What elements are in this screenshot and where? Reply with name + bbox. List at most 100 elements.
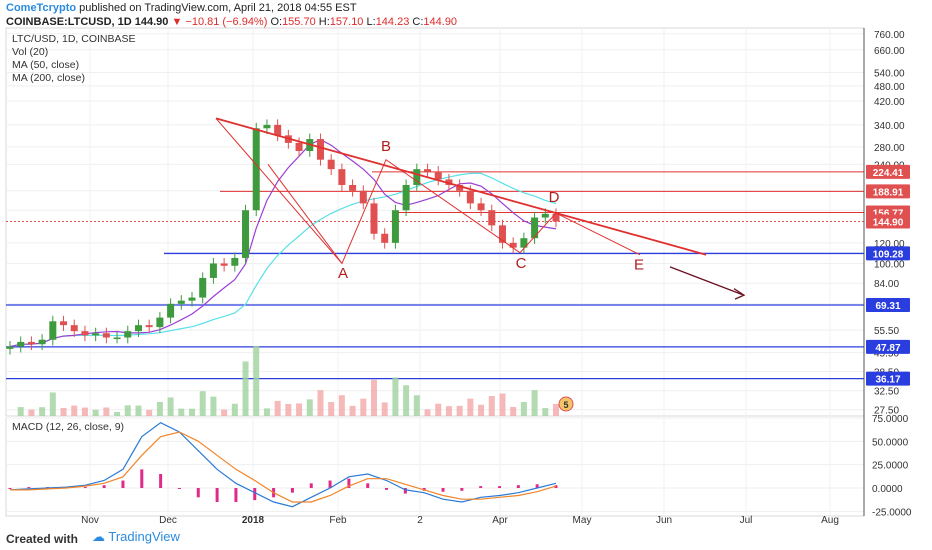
macd-tick-label: 75.0000 bbox=[872, 414, 909, 425]
volume-bar bbox=[210, 396, 217, 416]
price-tag-box bbox=[866, 339, 910, 354]
wave-path bbox=[215, 118, 641, 265]
author-link[interactable]: ComeTcrypto bbox=[6, 2, 77, 14]
macd-panel bbox=[8, 421, 558, 508]
candle-body bbox=[456, 184, 464, 191]
macd-histogram-bar bbox=[102, 485, 106, 488]
candle-body bbox=[552, 213, 560, 222]
volume-bars: 5 bbox=[17, 346, 574, 416]
candle-body bbox=[370, 203, 378, 234]
volume-bar bbox=[39, 407, 46, 416]
macd-histogram-bar bbox=[27, 487, 31, 489]
volume-bar bbox=[60, 407, 67, 416]
candle-body bbox=[274, 124, 282, 136]
last-price: 144.90 bbox=[134, 16, 169, 28]
macd-histogram-bar bbox=[366, 483, 370, 488]
price-tick-label: 340.00 bbox=[874, 121, 905, 132]
wave-label: B bbox=[381, 138, 391, 155]
price-tag-label: 188.91 bbox=[873, 187, 904, 198]
candle-body bbox=[6, 346, 14, 349]
x-tick-label: Feb bbox=[329, 515, 347, 526]
signal-line bbox=[10, 431, 557, 503]
volume-badge bbox=[558, 396, 574, 412]
macd-histogram-bar bbox=[196, 488, 200, 498]
legend-volume: Vol (20) bbox=[12, 46, 49, 58]
volume-bar bbox=[242, 361, 249, 416]
macd-histogram-bar bbox=[516, 485, 520, 488]
wave-label: D bbox=[549, 189, 560, 206]
volume-bar bbox=[467, 398, 474, 416]
candle-body bbox=[231, 257, 239, 266]
volume-bar bbox=[435, 403, 442, 416]
price-tick-label: 280.00 bbox=[874, 143, 905, 154]
price-tag-label: 109.28 bbox=[873, 249, 904, 260]
axes: 760.00 660.00 540.00 480.00 420.00 340.00 280.… bbox=[81, 28, 912, 526]
volume-bar bbox=[146, 409, 153, 416]
close-label: C: bbox=[412, 16, 424, 28]
volume-bar bbox=[103, 407, 110, 416]
price-tag-label: 224.41 bbox=[873, 168, 904, 179]
price-tick-label: 760.00 bbox=[874, 30, 905, 41]
macd-histogram-bar bbox=[460, 488, 464, 491]
volume-bar bbox=[285, 403, 292, 416]
volume-bar bbox=[349, 405, 356, 416]
volume-bar bbox=[317, 390, 324, 416]
volume-bar bbox=[542, 408, 549, 416]
volume-bar bbox=[392, 377, 399, 416]
volume-bar bbox=[167, 397, 174, 416]
candle-body bbox=[402, 184, 410, 211]
open-label: O: bbox=[270, 16, 283, 28]
candle-body bbox=[509, 242, 517, 248]
price-tick-label: 660.00 bbox=[874, 46, 905, 57]
open-value: 155.70 bbox=[282, 16, 316, 28]
created-with: Created with bbox=[6, 532, 79, 546]
macd-tick-label: 25.0000 bbox=[872, 461, 909, 472]
candle-body bbox=[434, 171, 442, 180]
x-tick-label: Nov bbox=[81, 515, 99, 526]
candle-body bbox=[498, 225, 506, 243]
candle-body bbox=[413, 169, 421, 185]
macd-histogram-bar bbox=[479, 486, 483, 488]
candle-body bbox=[445, 179, 453, 185]
volume-bar bbox=[510, 406, 517, 416]
x-tick-label: Jul bbox=[740, 515, 753, 526]
volume-bar bbox=[413, 395, 420, 416]
candle-body bbox=[38, 339, 46, 345]
candle-body bbox=[27, 341, 35, 345]
x-tick-label: Dec bbox=[159, 515, 177, 526]
candle-body bbox=[424, 169, 432, 172]
volume-bar bbox=[553, 403, 559, 416]
tradingview-logo[interactable]: ☁ TradingView bbox=[92, 529, 180, 545]
macd-histogram-bar bbox=[385, 488, 389, 490]
volume-bar bbox=[499, 393, 506, 416]
macd-histogram-bar bbox=[328, 480, 332, 488]
candle-body bbox=[338, 169, 346, 185]
projection-arrow bbox=[669, 266, 743, 296]
ma50-line bbox=[9, 138, 557, 348]
price-tick-label: 120.00 bbox=[874, 239, 905, 250]
price-tag-label: 144.90 bbox=[873, 217, 904, 228]
candle-body bbox=[263, 124, 271, 129]
candle-body bbox=[316, 139, 324, 160]
candle-body bbox=[531, 217, 539, 239]
macd-histogram-bar bbox=[347, 478, 351, 488]
price-tick-label: 100.00 bbox=[874, 259, 905, 270]
low-value: 144.23 bbox=[375, 16, 410, 28]
volume-bar bbox=[17, 407, 24, 416]
volume-bar bbox=[274, 400, 281, 416]
candle-body bbox=[477, 203, 485, 211]
x-tick-label: May bbox=[573, 515, 592, 526]
macd-histogram-bar bbox=[83, 487, 87, 489]
price-change: ▼ −10.81 (−6.94%) bbox=[171, 16, 268, 28]
macd-histogram-bar bbox=[215, 488, 219, 502]
candle-body bbox=[242, 210, 250, 258]
volume-bar bbox=[253, 346, 260, 416]
candles bbox=[6, 119, 560, 355]
volume-bar bbox=[28, 409, 35, 416]
legend-ma50: MA (50, close) bbox=[12, 59, 80, 71]
price-tag-box bbox=[866, 214, 910, 229]
candle-body bbox=[102, 333, 110, 338]
price-tag-label: 156.77 bbox=[873, 209, 904, 220]
macd-histogram-bar bbox=[234, 488, 238, 502]
